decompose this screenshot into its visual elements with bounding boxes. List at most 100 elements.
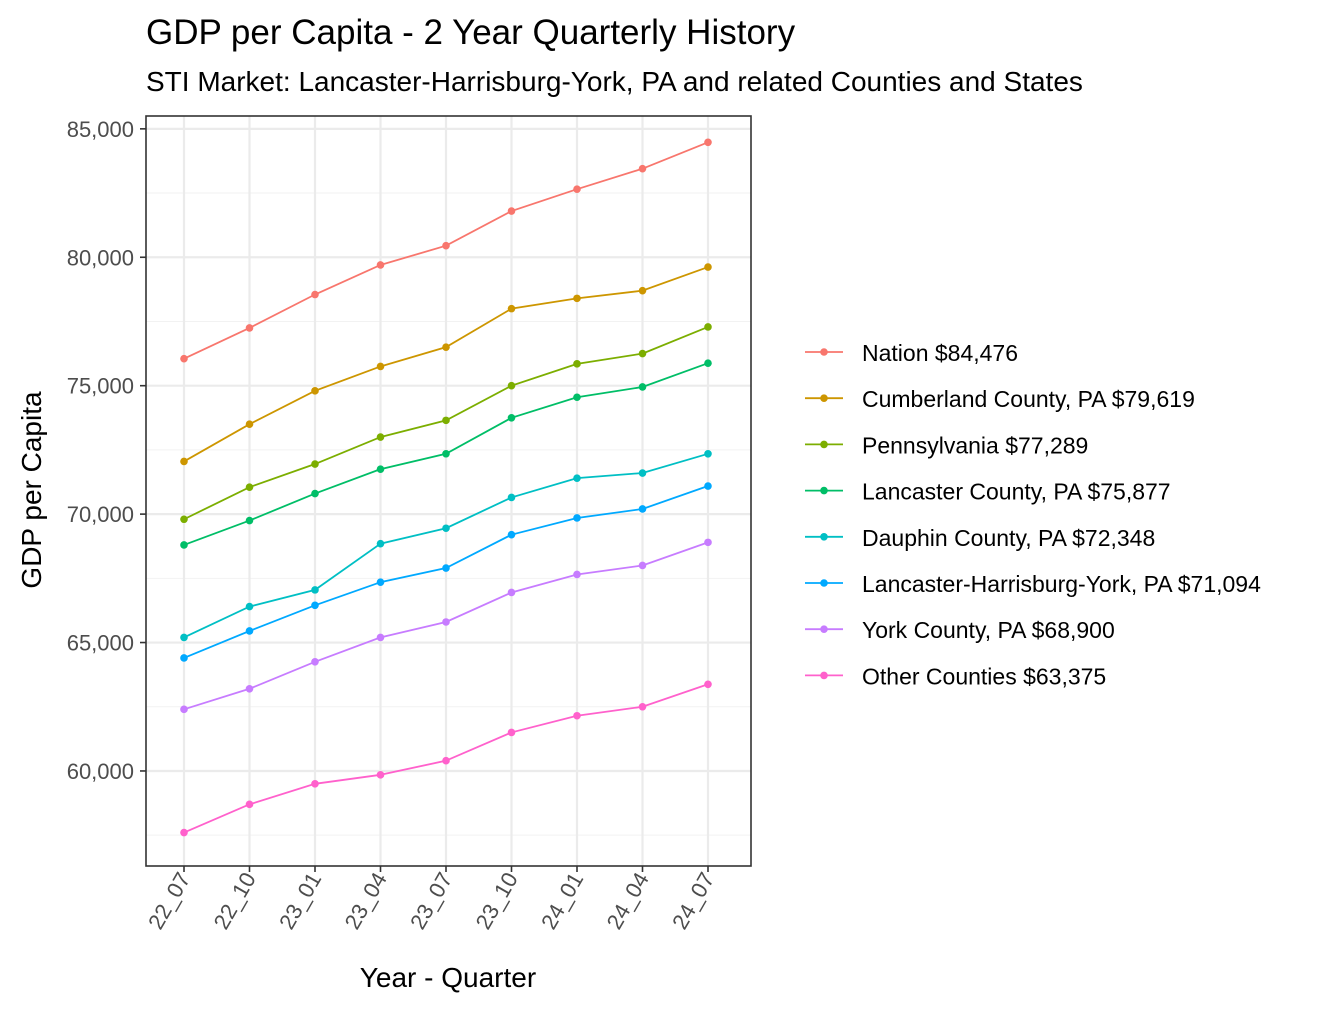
legend-label: York County, PA $68,900 [862,617,1115,643]
plot-border [145,115,752,867]
data-point [376,633,385,642]
data-point [376,433,385,441]
data-point [311,290,319,299]
data-point [442,241,450,250]
y-tick-label: 80,000 [67,245,134,270]
x-tick-label: 24_04 [602,868,654,933]
data-point [245,324,254,332]
data-point [573,294,581,303]
legend-marker [820,579,828,587]
data-point [180,705,188,714]
data-point [311,387,319,395]
data-point [245,483,254,491]
chart-subtitle: STI Market: Lancaster-Harrisburg-York, P… [146,66,1083,97]
data-point [245,420,254,429]
legend-marker [820,486,828,495]
data-point [573,393,581,402]
data-point [573,185,581,194]
legend-label: Nation $84,476 [862,340,1018,366]
data-point [507,588,516,597]
data-point [638,383,647,391]
x-tick-label: 23_04 [340,868,392,933]
data-point [704,680,712,689]
x-tick-label: 22_07 [143,868,195,933]
data-point [245,516,254,525]
data-point [638,505,647,513]
data-point [376,362,385,371]
x-tick-label: 24_07 [667,868,719,933]
legend-item: Cumberland County, PA $79,619 [805,386,1195,412]
legend-marker [820,671,828,680]
data-point [507,207,516,215]
data-point [442,343,450,351]
legend-marker [820,348,828,356]
y-tick-label: 60,000 [67,759,134,784]
legend-marker [820,394,828,403]
data-point [638,164,647,173]
y-tick-label: 70,000 [67,502,134,527]
legend-label: Lancaster County, PA $75,877 [862,479,1171,505]
data-point [507,728,516,737]
data-point [311,460,319,468]
data-point [507,493,516,502]
chart-title: GDP per Capita - 2 Year Quarterly Histor… [146,13,796,52]
data-point [507,381,516,390]
y-tick-label: 65,000 [67,631,134,656]
data-point [573,514,581,522]
data-point [311,601,319,610]
x-tick-label: 23_01 [274,868,326,933]
data-point [573,474,581,482]
data-point [704,359,712,367]
legend-marker [820,625,828,633]
data-point [180,354,188,363]
data-point [507,530,516,539]
data-point [442,564,450,572]
y-tick-label: 85,000 [67,117,134,142]
data-point [311,489,319,498]
data-point [376,578,385,586]
data-point [704,450,712,458]
x-tick-label: 23_10 [471,868,523,933]
data-point [704,482,712,490]
legend-marker [820,440,828,449]
legend-item: Pennsylvania $77,289 [805,432,1088,458]
data-point [311,780,319,788]
legend-label: Pennsylvania $77,289 [862,432,1088,458]
data-point [638,469,647,477]
y-axis-label: GDP per Capita [16,391,47,589]
data-point [180,541,188,549]
data-point [245,602,254,611]
x-tick-label: 24_01 [536,868,588,933]
data-point [180,457,188,466]
data-point [442,618,450,626]
data-point [507,304,516,313]
data-point [442,524,450,533]
data-point [638,702,647,711]
data-point [442,756,450,765]
data-point [180,633,188,642]
x-tick-label: 22_10 [209,868,261,933]
legend-item: Dauphin County, PA $72,348 [805,525,1155,551]
data-point [376,539,385,548]
y-tick-label: 75,000 [67,374,134,399]
data-point [573,711,581,720]
legend-label: Cumberland County, PA $79,619 [862,386,1195,412]
legend-label: Other Counties $63,375 [862,663,1106,689]
legend-item: Lancaster-Harrisburg-York, PA $71,094 [805,571,1261,597]
legend-item: York County, PA $68,900 [805,617,1115,643]
data-point [442,449,450,458]
data-point [638,286,647,295]
data-point [704,138,712,147]
data-point [507,413,516,422]
data-point [638,561,647,570]
data-point [245,684,254,693]
x-axis-label: Year - Quarter [360,962,536,993]
legend-label: Lancaster-Harrisburg-York, PA $71,094 [862,571,1261,597]
legend-marker [820,533,828,541]
data-point [704,538,712,547]
data-point [573,570,581,579]
data-point [311,586,319,594]
data-point [245,800,254,809]
